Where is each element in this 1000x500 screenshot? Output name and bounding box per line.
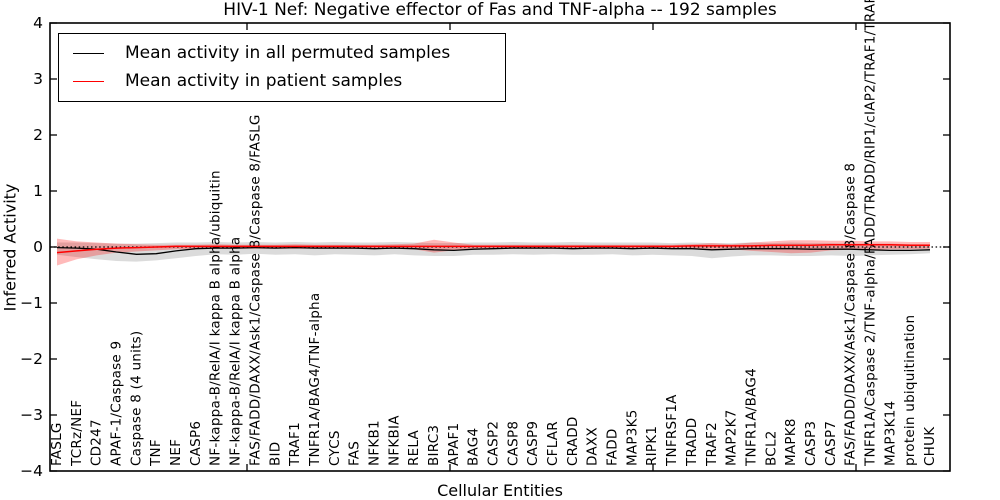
x-tick-label: RIPK1	[644, 426, 660, 466]
x-tick-label: TRADD	[684, 418, 700, 467]
axis-ticks	[50, 22, 950, 472]
y-tick-label: −2	[20, 350, 43, 368]
x-tick-label: NF-kappa-B/RelA/I kappa B alpha/ubiquiti…	[208, 170, 224, 466]
x-tick-label: RELA	[406, 430, 422, 466]
x-tick-label: CASP7	[823, 421, 839, 466]
x-tick-label: BID	[267, 442, 283, 466]
x-tick-label: FASLG	[49, 422, 65, 466]
x-tick-label: CYCS	[327, 430, 343, 466]
x-tick-label: FADD	[605, 428, 621, 466]
y-tick-label: −1	[20, 294, 43, 312]
x-tick-label: MAPK8	[783, 418, 799, 466]
x-tick-label: FAS/FADD/DAXX/Ask1/Caspase 8/Caspase 8/F…	[247, 114, 263, 466]
x-tick-label: MAP3K14	[882, 401, 898, 466]
y-tick-labels: 4 3 2 1 0 −1 −2 −3 −4	[20, 14, 43, 480]
x-tick-label: TNFR1A/BAG4	[743, 368, 759, 467]
permuted-mean-line	[56, 246, 931, 255]
y-tick-label: −4	[20, 462, 43, 480]
x-tick-label: CD247	[89, 419, 105, 466]
y-tick-label: −3	[20, 406, 43, 424]
patient-line-swatch	[73, 80, 104, 82]
x-tick-label: protein ubiquitination	[902, 315, 918, 466]
chart-title: HIV-1 Nef: Negative effector of Fas and …	[223, 0, 777, 20]
x-tick-label: CFLAR	[545, 421, 561, 466]
x-tick-label: Caspase 8 (4 units)	[128, 331, 144, 466]
permuted-line-swatch	[73, 52, 104, 54]
x-tick-label: NFKB1	[367, 420, 383, 466]
x-tick-label: MAP2K7	[724, 409, 740, 466]
x-tick-label: APAF-1/Caspase 9	[109, 341, 125, 466]
x-tick-label: TRAF1	[287, 422, 303, 467]
x-tick-label: TNFR1A/BAG4/TNF-alpha	[307, 293, 323, 467]
x-tick-label: CRADD	[565, 416, 581, 466]
x-tick-label: TNFR1A/Caspase 2/TNF-alpha/FADD/TRADD/RI…	[863, 0, 879, 467]
x-tick-label: CASP9	[525, 421, 541, 466]
legend-label-patient: Mean activity in patient samples	[125, 71, 403, 91]
y-tick-label: 2	[33, 126, 43, 144]
x-tick-label: NFKBIA	[386, 415, 402, 466]
x-tick-label: BAG4	[466, 428, 482, 466]
legend-item-permuted: Mean activity in all permuted samples	[73, 39, 497, 67]
x-tick-label: CASP8	[505, 421, 521, 466]
x-tick-label: NEF	[168, 439, 184, 466]
x-axis-label: Cellular Entities	[437, 481, 563, 500]
x-tick-label: TNF	[148, 439, 164, 467]
x-tick-label: TCRz/NEF	[69, 400, 85, 467]
y-tick-label: 3	[33, 70, 43, 88]
x-tick-label: TRAF2	[704, 422, 720, 467]
x-tick-label: APAF1	[446, 423, 462, 466]
patient-mean-line	[56, 244, 930, 254]
x-tick-label: CHUK	[922, 426, 938, 466]
y-tick-label: 1	[33, 182, 43, 200]
x-tick-label: TNFRSF1A	[664, 394, 680, 467]
x-tick-label: CASP2	[486, 421, 502, 466]
x-tick-label: CASP6	[188, 421, 204, 466]
legend-item-patient: Mean activity in patient samples	[73, 67, 497, 95]
x-tick-label: BIRC3	[426, 425, 442, 466]
x-tick-label: NF-kappa-B/RelA/I kappa B alpha	[228, 237, 244, 466]
x-tick-label: CASP3	[803, 421, 819, 466]
x-tick-label: MAP3K5	[624, 409, 640, 466]
x-tick-label: FAS/FADD/DAXX/Ask1/Caspase 8/Caspase 8	[843, 163, 859, 466]
x-tick-label: BCL2	[763, 430, 779, 466]
legend: Mean activity in all permuted samples Me…	[58, 33, 506, 102]
x-tick-label: FAS	[347, 441, 363, 466]
x-tick-label: DAXX	[585, 427, 601, 466]
category-labels: FASLG TCRz/NEF CD247 APAF-1/Caspase 9 Caspas…	[49, 0, 938, 467]
y-tick-label: 4	[33, 14, 43, 32]
legend-label-permuted: Mean activity in all permuted samples	[125, 43, 451, 63]
y-tick-label: 0	[33, 238, 43, 256]
